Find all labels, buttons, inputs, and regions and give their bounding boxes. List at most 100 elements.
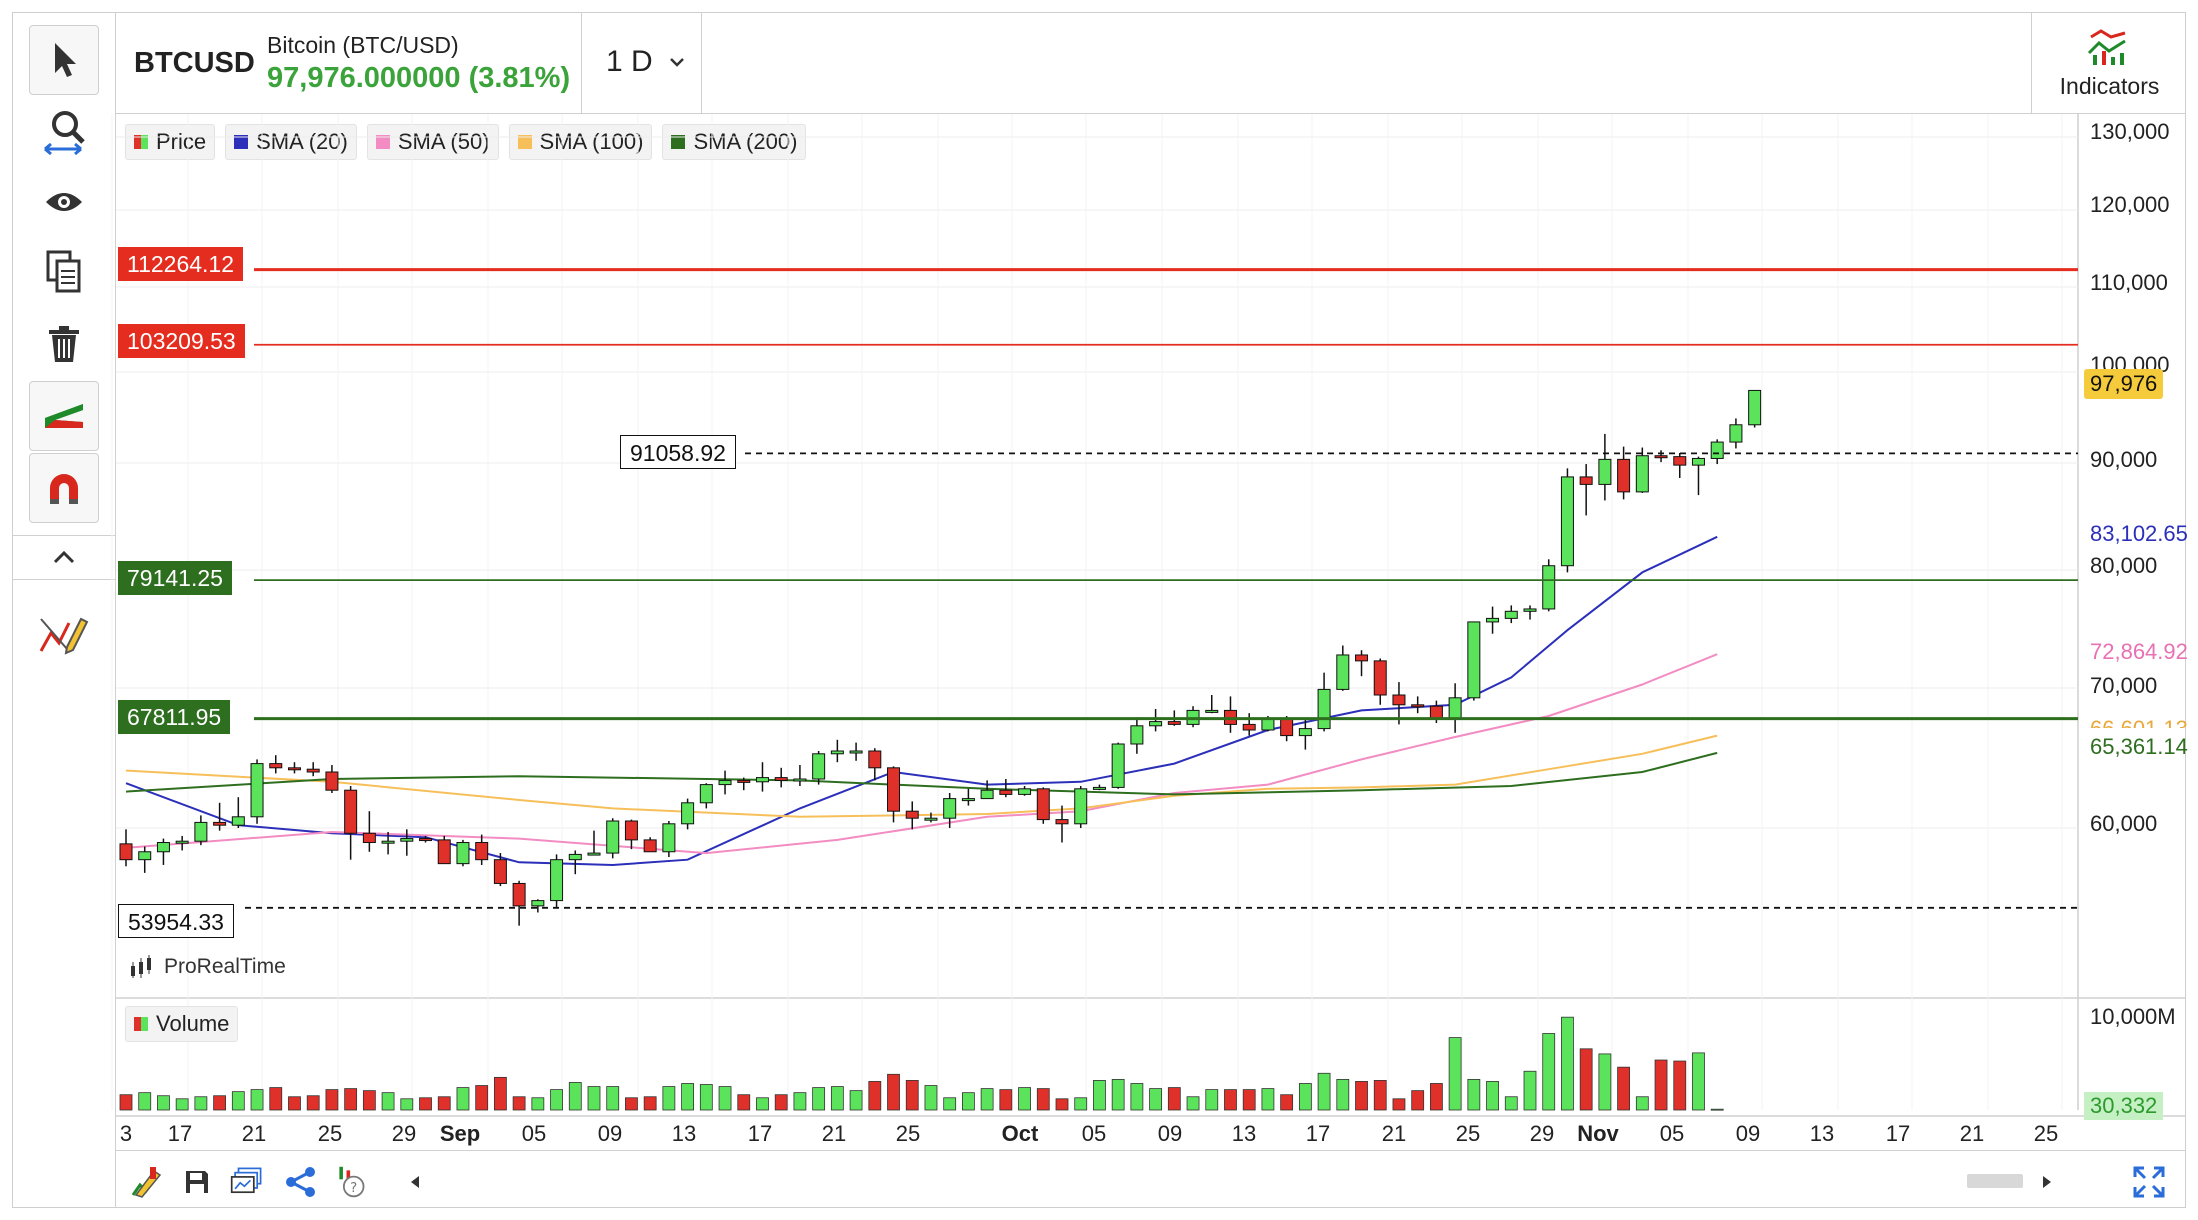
candle-body (755, 777, 769, 783)
volume-legend[interactable]: Volume (125, 1006, 239, 1042)
level-label-103209[interactable]: 103209.53 (118, 324, 245, 358)
share-icon (286, 1167, 315, 1197)
level-label-67811[interactable]: 67811.95 (118, 700, 231, 734)
volume-bar (756, 1097, 769, 1111)
trend-tool[interactable] (29, 381, 99, 451)
level-label-53954[interactable]: 53954.33 (118, 904, 234, 938)
copy-icon (46, 250, 81, 293)
x-tick-label: 25 (317, 1121, 343, 1146)
volume-bar (1224, 1089, 1237, 1111)
symbol-info[interactable]: BTCUSD Bitcoin (BTC/USD) 97,976.000000 (… (116, 13, 582, 113)
level-label-112264[interactable]: 112264.12 (118, 247, 244, 281)
volume-bar (1111, 1079, 1125, 1111)
volume-bar (1392, 1098, 1406, 1111)
candle-body (1130, 725, 1144, 745)
x-tick-label: Oct (1001, 1121, 1039, 1146)
candle-body (1729, 424, 1743, 443)
volume-bar (830, 1086, 844, 1111)
save-button[interactable] (180, 1165, 214, 1199)
legend-sma100[interactable]: SMA (100) (508, 124, 653, 160)
scroll-right-button[interactable] (2030, 1165, 2064, 1199)
x-tick-label: 09 (597, 1121, 623, 1146)
scroll-left-button[interactable] (398, 1165, 432, 1199)
caret-left-icon (411, 1176, 419, 1188)
sma200-value-tag: 65,361.14 (2090, 734, 2188, 759)
legend-price[interactable]: Price (125, 124, 216, 160)
share-button[interactable] (284, 1165, 318, 1199)
cursor-tool[interactable] (29, 25, 99, 95)
legend-sma20[interactable]: SMA (20) (225, 124, 357, 160)
volume-bar (887, 1073, 900, 1111)
volume-bar (1692, 1052, 1705, 1111)
save-icon (186, 1171, 208, 1193)
candle-body (362, 832, 376, 844)
volume-bar (718, 1086, 732, 1111)
volume-bar (1018, 1087, 1031, 1111)
candle-body (419, 838, 433, 842)
candle-body (924, 817, 938, 821)
volume-bar (1036, 1088, 1050, 1111)
candle-body (718, 779, 732, 786)
candle-body (1111, 743, 1125, 788)
candle-body (1748, 389, 1762, 426)
candle-body (1429, 705, 1443, 720)
candle-body (531, 900, 545, 907)
sma100-line (125, 734, 1718, 818)
x-tick-label: 21 (821, 1121, 847, 1146)
layouts-button[interactable] (230, 1165, 264, 1199)
candle-body (1673, 456, 1687, 466)
caret-right-icon (2043, 1176, 2051, 1188)
legend-sma50[interactable]: SMA (50) (366, 124, 499, 160)
level-label-79141[interactable]: 79141.25 (118, 561, 232, 595)
magnet-tool[interactable] (29, 453, 99, 523)
legend-sma200[interactable]: SMA (200) (662, 124, 807, 160)
drawing-list-button[interactable] (130, 1165, 164, 1199)
layouts-icon (230, 1167, 262, 1194)
collapse-toolbar-button[interactable] (29, 539, 99, 575)
y-tick-60000: 60,000 (2090, 811, 2158, 836)
timeframe-selector[interactable]: 1 D (582, 13, 702, 113)
volume-bar (905, 1080, 919, 1111)
volume-bar (119, 1094, 133, 1111)
candle-body (381, 840, 395, 844)
volume-bar (1242, 1089, 1256, 1111)
candle-body (1617, 458, 1631, 493)
volume-bar (606, 1086, 620, 1111)
volume-last-tag: 30,332 (2084, 1092, 2164, 1120)
candle-body (1635, 455, 1649, 493)
candle-body (344, 789, 358, 834)
drawing-tools[interactable] (29, 599, 99, 669)
help-button[interactable]: ? (334, 1165, 368, 1199)
indicators-button[interactable]: Indicators (2031, 13, 2186, 113)
candle-body (643, 839, 657, 853)
cursor-icon (55, 43, 76, 77)
volume-bar (1261, 1088, 1275, 1111)
candle-body (1411, 704, 1425, 708)
visibility-tool[interactable] (29, 167, 99, 237)
level-label-91058[interactable]: 91058.92 (620, 435, 736, 469)
volume-bar (812, 1087, 826, 1111)
volume-bar (1486, 1081, 1499, 1111)
volume-bar (550, 1089, 563, 1111)
delete-tool[interactable] (29, 309, 99, 379)
x-tick-label: 25 (895, 1121, 921, 1146)
volume-max-tick: 10,000M (2090, 1004, 2176, 1029)
volume-bar (587, 1086, 601, 1111)
volume-bar (269, 1087, 283, 1111)
candle-body (1467, 621, 1481, 699)
candle-body (550, 859, 564, 902)
fullscreen-button[interactable] (2132, 1165, 2166, 1199)
eye-icon (46, 193, 82, 211)
copy-tool[interactable] (29, 237, 99, 307)
y-tick-120000: 120,000 (2090, 192, 2170, 217)
scrollbar-thumb[interactable] (1967, 1174, 2023, 1188)
candle-body (1654, 455, 1668, 459)
fullscreen-icon (2133, 1166, 2165, 1198)
volume-bar (362, 1090, 376, 1111)
zoom-tool[interactable] (29, 97, 99, 167)
x-tick-label: 05 (1081, 1121, 1107, 1146)
candle-body (119, 843, 133, 861)
volume-bar (1298, 1083, 1312, 1111)
candle-body (400, 838, 414, 842)
